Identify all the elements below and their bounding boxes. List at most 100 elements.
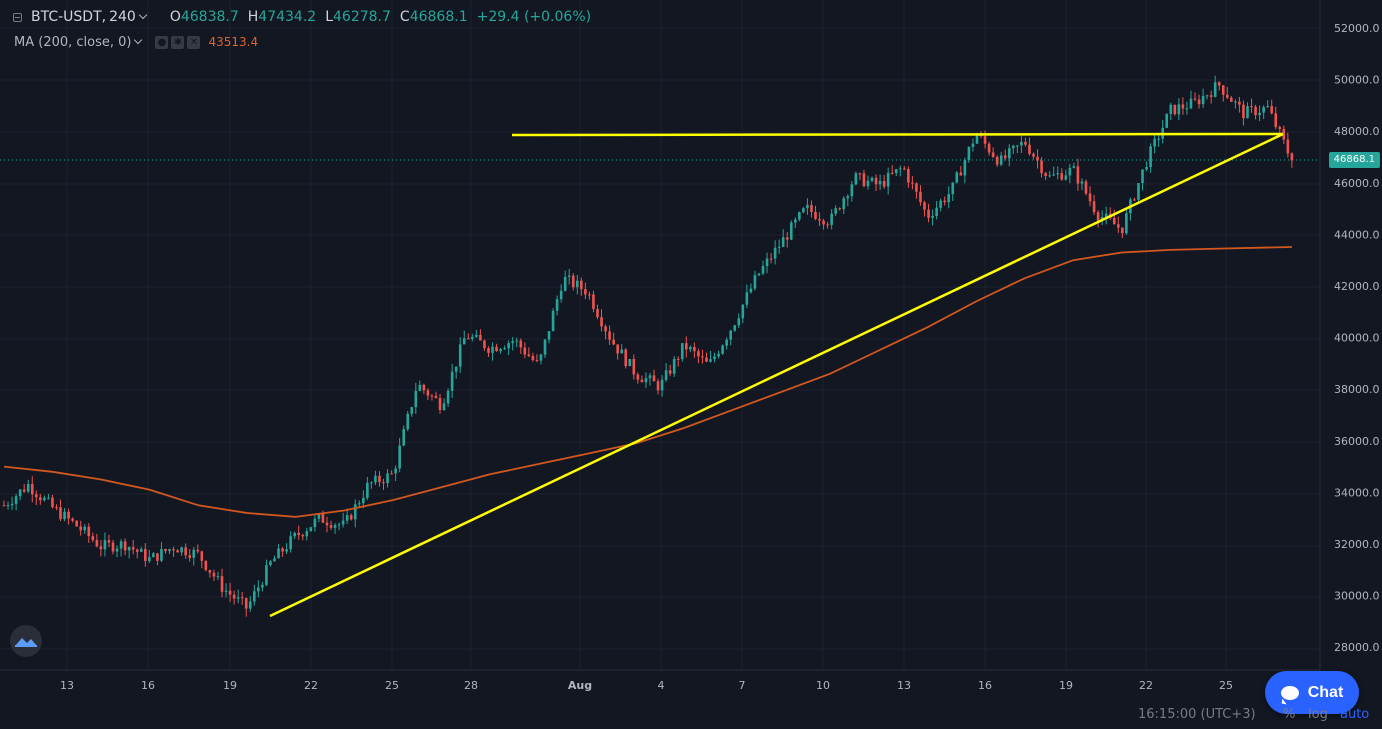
candle-up xyxy=(18,489,22,497)
candle-down xyxy=(705,357,708,362)
visibility-icon[interactable]: ● xyxy=(155,35,169,49)
candle-down xyxy=(240,597,244,599)
candle-up xyxy=(773,247,777,259)
candle-down xyxy=(652,375,656,382)
candle-up xyxy=(261,584,264,588)
candle-down xyxy=(1116,224,1120,228)
candle-up xyxy=(878,181,882,185)
close-icon[interactable]: ✕ xyxy=(187,35,201,49)
indicator-value: 43513.4 xyxy=(208,35,259,49)
interval-label[interactable]: 240 xyxy=(109,9,136,25)
candle-up xyxy=(168,549,171,552)
candle-down xyxy=(200,551,204,561)
candle-up xyxy=(547,331,551,340)
candle-up xyxy=(781,237,785,247)
candle-down xyxy=(592,294,595,310)
candle-up xyxy=(644,378,648,383)
candle-down xyxy=(1286,139,1290,154)
candle-up xyxy=(503,348,506,350)
candle-up xyxy=(47,497,50,499)
price-tick-label: 46000.0 xyxy=(1334,177,1380,190)
candle-up xyxy=(563,276,567,291)
chevron-down-icon[interactable] xyxy=(134,35,143,45)
candle-up xyxy=(1125,213,1128,234)
candle-up xyxy=(333,525,337,528)
candle-up xyxy=(515,340,519,342)
candle-down xyxy=(67,511,70,519)
candle-up xyxy=(761,266,765,274)
candle-up xyxy=(955,172,959,183)
indicator-label[interactable]: MA (200, close, 0) xyxy=(14,34,132,50)
candle-down xyxy=(987,143,991,153)
candle-up xyxy=(152,553,155,558)
candle-down xyxy=(422,384,426,391)
price-tick-label: 42000.0 xyxy=(1334,280,1380,293)
candle-down xyxy=(1230,97,1233,102)
candle-down xyxy=(1121,227,1124,234)
candle-up xyxy=(672,358,676,374)
candle-down xyxy=(995,156,999,165)
auto-toggle[interactable]: auto xyxy=(1340,707,1370,722)
candle-down xyxy=(1181,104,1185,109)
candle-down xyxy=(95,540,99,547)
candle-up xyxy=(269,561,272,566)
candle-up xyxy=(725,339,728,346)
candle-up xyxy=(1205,95,1209,97)
candle-up xyxy=(127,547,131,551)
candle-down xyxy=(959,172,963,176)
symbol-name[interactable]: BTC-USDT xyxy=(31,9,102,25)
candle-up xyxy=(511,341,515,344)
candle-down xyxy=(1193,98,1197,100)
candle-down xyxy=(693,347,696,352)
collapse-icon[interactable] xyxy=(13,12,22,22)
candle-up xyxy=(628,358,632,367)
chat-button[interactable]: Chat xyxy=(1265,671,1359,714)
candle-up xyxy=(999,155,1003,165)
candle-down xyxy=(685,343,688,350)
time-tick-label: 25 xyxy=(1219,679,1233,692)
candle-up xyxy=(305,531,309,537)
candle-down xyxy=(30,483,34,495)
percent-toggle[interactable]: % xyxy=(1283,707,1296,722)
price-tick-label: 32000.0 xyxy=(1334,538,1380,551)
candle-down xyxy=(483,340,486,349)
time-axis-labels[interactable]: 13 16 19 22 25 28 Aug 4 7 10 13 16 19 22 25 xyxy=(60,679,1233,692)
low-value: 46278.7 xyxy=(333,9,391,25)
support-trendline[interactable] xyxy=(269,132,1284,618)
candle-up xyxy=(539,354,543,361)
candle-up xyxy=(648,375,652,379)
resistance-line[interactable] xyxy=(511,132,1284,137)
log-toggle[interactable]: log xyxy=(1308,707,1328,722)
candle-up xyxy=(386,473,389,484)
brand-logo-icon[interactable] xyxy=(10,625,42,657)
time-tick-label: 28 xyxy=(464,679,478,692)
candle-down xyxy=(495,346,498,352)
candle-down xyxy=(1197,99,1201,105)
candle-down xyxy=(1076,166,1080,184)
settings-icon[interactable]: ✱ xyxy=(171,35,185,49)
candle-down xyxy=(983,136,987,144)
candle-up xyxy=(1234,101,1237,103)
candle-up xyxy=(148,557,151,562)
candle-down xyxy=(438,398,442,410)
time-tick-label: 7 xyxy=(739,679,746,692)
candle-up xyxy=(717,353,720,357)
candle-down xyxy=(204,560,208,571)
time-readout[interactable]: 16:15:00 (UTC+3) xyxy=(1138,707,1256,722)
candle-up xyxy=(1213,82,1217,97)
candle-up xyxy=(442,403,446,410)
candle-up xyxy=(491,346,494,353)
candle-up xyxy=(366,482,369,498)
candle-up xyxy=(1007,148,1011,159)
candle-up xyxy=(402,429,405,446)
candle-up xyxy=(462,338,466,345)
candle-down xyxy=(34,494,38,498)
candle-down xyxy=(874,177,878,185)
candle-up xyxy=(1246,106,1249,119)
chevron-down-icon[interactable] xyxy=(138,10,148,20)
candle-up xyxy=(83,526,87,531)
candle-down xyxy=(1274,113,1278,128)
candle-down xyxy=(991,152,995,157)
price-axis-labels[interactable]: 52000.0 50000.0 48000.0 46000.0 44000.0 42000… xyxy=(1334,22,1380,654)
